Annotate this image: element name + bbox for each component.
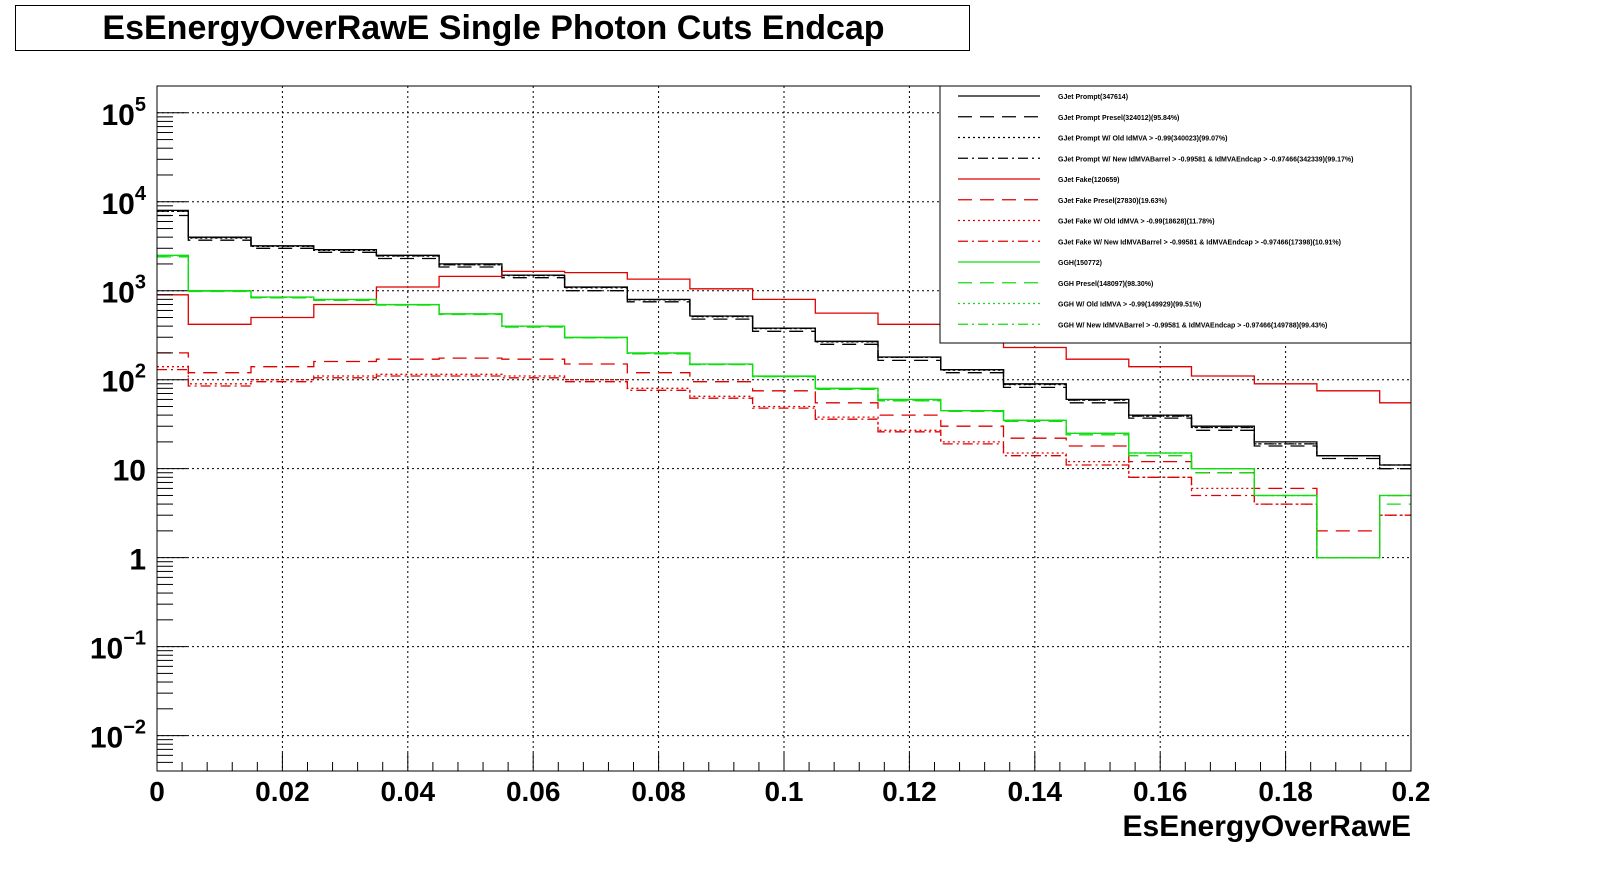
series-group — [157, 209, 1411, 559]
x-tick-label: 0.2 — [1392, 776, 1431, 807]
series-line-7 — [157, 368, 1411, 559]
chart-title: EsEnergyOverRawE Single Photon Cuts Endc… — [102, 9, 885, 47]
x-tick-label: 0.06 — [506, 776, 561, 807]
series-line-9 — [157, 256, 1411, 559]
series-line-3 — [157, 210, 1411, 466]
x-tick-label: 0 — [149, 776, 165, 807]
y-tick-label: 103 — [102, 272, 147, 310]
y-tick-label: 102 — [102, 361, 147, 399]
legend-label-8: GGH(150772) — [1058, 260, 1102, 267]
axes: 0 0.02 0.04 0.06 0.08 0.1 0.12 0.14 0.16 0.18 0.2 1… — [90, 85, 1431, 807]
chart-title-box: EsEnergyOverRawE Single Photon Cuts Endc… — [15, 5, 970, 51]
legend-label-1: GJet Prompt Presel(324012)(95.84%) — [1058, 115, 1179, 122]
legend-label-6: GJet Fake W/ Old IdMVA > -0.99(18628)(11… — [1058, 219, 1215, 226]
legend-label-11: GGH W/ New IdMVABarrel > -0.99581 & IdMV… — [1058, 322, 1327, 329]
series-line-4 — [157, 270, 1411, 404]
y-tick-label: 10−1 — [90, 628, 146, 666]
y-tick-label: 10 — [113, 455, 146, 488]
legend-label-10: GGH W/ Old IdMVA > -0.99(149929)(99.51%) — [1058, 302, 1201, 309]
legend: GJet Prompt(347614) GJet Prompt Presel(32… — [939, 85, 1412, 344]
legend-box — [939, 85, 1412, 344]
legend-label-9: GGH Presel(148097)(98.30%) — [1058, 281, 1153, 288]
x-tick-label: 0.08 — [631, 776, 686, 807]
y-tick-label: 105 — [102, 94, 147, 132]
legend-label-2: GJet Prompt W/ Old IdMVA > -0.99(340023)… — [1058, 136, 1227, 143]
x-tick-label: 0.12 — [882, 776, 937, 807]
legend-label-4: GJet Fake(120659) — [1058, 177, 1119, 184]
y-tick-label: 1 — [129, 544, 146, 577]
legend-label-7: GJet Fake W/ New IdMVABarrel > -0.99581 … — [1058, 239, 1341, 246]
series-line-6 — [157, 366, 1411, 559]
legend-label-3: GJet Prompt W/ New IdMVABarrel > -0.9958… — [1058, 156, 1353, 163]
x-tick-label: 0.16 — [1133, 776, 1188, 807]
legend-label-0: GJet Prompt(347614) — [1058, 94, 1128, 101]
x-tick-label: 0.14 — [1008, 776, 1063, 807]
x-tick-label: 0.1 — [765, 776, 804, 807]
x-tick-label: 0.04 — [381, 776, 436, 807]
y-tick-label: 104 — [102, 183, 147, 221]
series-line-1 — [157, 214, 1411, 470]
x-axis-label: EsEnergyOverRawE — [1123, 810, 1411, 843]
series-line-11 — [157, 255, 1411, 559]
y-tick-label: 10−2 — [90, 717, 146, 755]
x-tick-label: 0.02 — [255, 776, 310, 807]
x-tick-label: 0.18 — [1258, 776, 1313, 807]
legend-label-5: GJet Fake Presel(27830)(19.63%) — [1058, 198, 1167, 205]
